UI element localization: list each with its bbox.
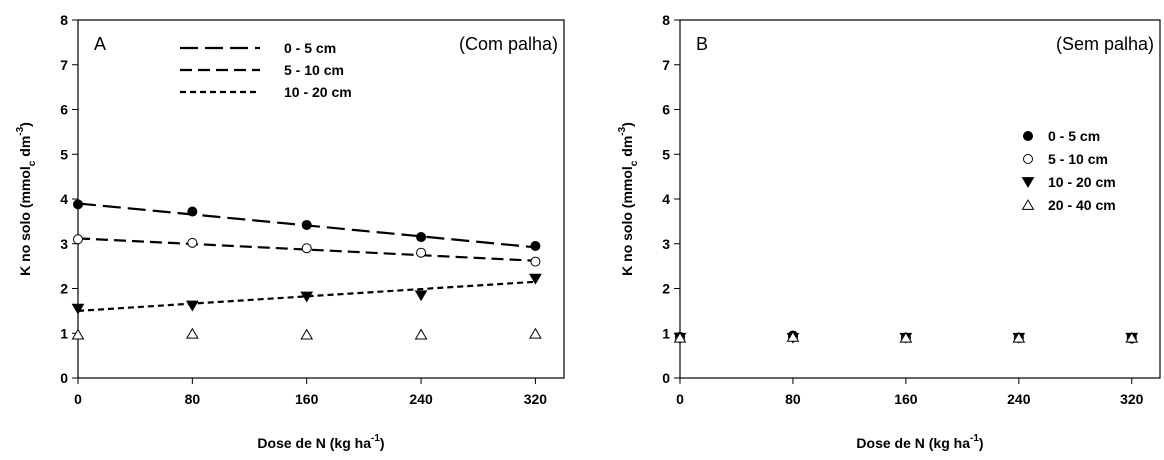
panel-a-point-s1 <box>187 206 198 217</box>
panel-a-point-s2 <box>73 234 83 245</box>
panel-a-xtick-label: 160 <box>295 391 319 407</box>
panel-b-point-s4 <box>1125 331 1139 343</box>
panel-b-ytick-label: 4 <box>662 191 670 207</box>
panel-a-ytick-label: 3 <box>60 236 68 252</box>
panel-a-point-s2 <box>187 237 198 248</box>
panel-b-legend-label: 10 - 20 cm <box>1048 174 1116 190</box>
panel-a-point-s2 <box>530 256 541 267</box>
panel-a-fit-line-3 <box>77 280 536 312</box>
panel-a-point-s4 <box>414 328 428 340</box>
panel-a-point-s1 <box>530 240 541 251</box>
panel-b-ytick-label: 2 <box>662 281 670 297</box>
panel-a-ytick-label: 8 <box>60 12 68 28</box>
panel-b-letter: B <box>696 34 708 54</box>
panel-b-ytick-label: 1 <box>662 325 670 341</box>
panel-a-point-s1 <box>73 199 83 210</box>
panel-a-point-s3 <box>529 273 542 285</box>
panel-b-point-s4 <box>1012 331 1026 343</box>
panel-b-legend-label: 0 - 5 cm <box>1048 128 1100 144</box>
panel-b-ytick-label: 5 <box>662 146 670 162</box>
panel-a-ytick-label: 4 <box>60 191 68 207</box>
panel-b-y-axis-label: K no solo (mmolc dm-3) <box>617 122 640 276</box>
panel-a-ytick-label: 5 <box>60 146 68 162</box>
panel-a-point-s2 <box>301 243 312 254</box>
panel-a-xtick-label: 80 <box>185 391 201 407</box>
panel-a-x-axis-label: Dose de N (kg ha-1) <box>257 433 384 451</box>
panel-b-x-axis-label: Dose de N (kg ha-1) <box>856 433 983 451</box>
panel-b-ytick-label: 0 <box>662 370 670 386</box>
panel-a-ytick-label: 2 <box>60 281 68 297</box>
panel-a-ytick-label: 0 <box>60 370 68 386</box>
panel-a-ytick-label: 7 <box>60 57 68 73</box>
panel-b-xtick-label: 160 <box>894 391 918 407</box>
panel-b-xtick-label: 240 <box>1007 391 1031 407</box>
panel-a-condition: (Com palha) <box>459 34 558 54</box>
panel-b-legend-marker <box>1021 177 1035 188</box>
panel-a-legend-label: 10 - 20 cm <box>284 84 352 100</box>
panel-a-legend-label: 5 - 10 cm <box>284 62 344 78</box>
panel-b-point-s4 <box>786 330 800 342</box>
panel-a-legend-label: 0 - 5 cm <box>284 40 336 56</box>
panel-a-point-s3 <box>185 300 199 312</box>
panel-a-point-s3 <box>300 291 314 303</box>
panel-b-legend-label: 5 - 10 cm <box>1048 151 1108 167</box>
panel-b-xtick-label: 0 <box>676 391 684 407</box>
panel-a-point-s4 <box>529 327 542 339</box>
panel-a-point-s4 <box>300 328 314 340</box>
panel-b-point-s4 <box>673 331 687 343</box>
panel-a-ytick-label: 6 <box>60 102 68 118</box>
panel-a-point-s3 <box>71 303 85 315</box>
panel-a-point-s3 <box>414 290 428 302</box>
panel-b-legend-marker <box>1023 154 1033 164</box>
panel-b-legend-marker <box>1021 199 1035 210</box>
panel-b-ytick-label: 6 <box>662 102 670 118</box>
panel-a-xtick-label: 320 <box>524 391 548 407</box>
panel-b-ytick-label: 3 <box>662 236 670 252</box>
panel-a-ytick-label: 1 <box>60 325 68 341</box>
panel-a-point-s1 <box>416 232 427 243</box>
panel-a-letter: A <box>94 34 106 54</box>
panel-b-legend-marker <box>1023 131 1033 141</box>
panel-a-fit-line-2 <box>77 237 536 262</box>
panel-a-y-axis-label: K no solo (mmolc dm-3) <box>15 122 38 276</box>
panel-b-legend-label: 20 - 40 cm <box>1048 197 1116 213</box>
panel-a-point-s2 <box>416 247 427 258</box>
panel-b-xtick-label: 320 <box>1120 391 1144 407</box>
panel-a-point-s1 <box>301 219 312 230</box>
panel-b-point-s4 <box>899 331 913 343</box>
panel-b-ytick-label: 7 <box>662 57 670 73</box>
panel-a-xtick-label: 240 <box>409 391 433 407</box>
panel-a-point-s4 <box>185 327 199 339</box>
panel-b-xtick-label: 80 <box>785 391 801 407</box>
panel-b-ytick-label: 8 <box>662 12 670 28</box>
panel-a-point-s4 <box>71 328 85 340</box>
panel-a-xtick-label: 0 <box>74 391 82 407</box>
panel-b-condition: (Sem palha) <box>1056 34 1154 54</box>
